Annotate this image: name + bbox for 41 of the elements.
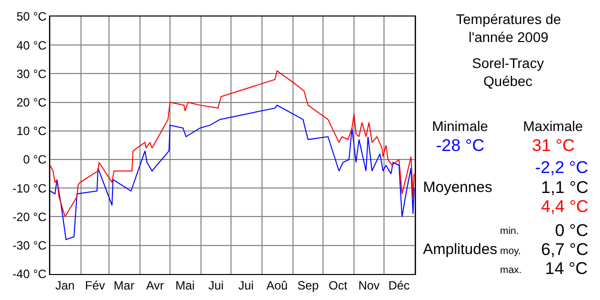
text: -28 °C [436, 136, 484, 155]
y-tick-label: 20 °C [16, 96, 47, 110]
x-tick-label: Mai [175, 278, 195, 292]
text: Moyennes [423, 179, 492, 196]
text: 14 °C [545, 259, 588, 278]
y-tick-label: -10 °C [12, 181, 47, 196]
text: 31 °C [532, 136, 575, 155]
text: 0 °C [555, 221, 588, 240]
y-tick-label: 10 °C [16, 124, 47, 138]
y-tick-label: -40 °C [12, 267, 47, 282]
text: Maximale [523, 118, 584, 134]
y-tick-label: -30 °C [12, 238, 47, 253]
text: -2,2 °C [535, 158, 588, 177]
x-tick-label: Fév [84, 278, 106, 292]
line-series [50, 104, 414, 240]
x-tick-label: Sep [297, 278, 319, 292]
line-series [50, 70, 414, 218]
x-tick-label: Mar [114, 278, 134, 292]
text: Températures de l'année 2009 [456, 11, 562, 46]
x-tick-label: Déc [388, 278, 410, 292]
y-tick-label: -20 °C [12, 210, 47, 224]
text: Amplitudes [423, 241, 498, 258]
text: max. [500, 265, 522, 276]
y-tick-label: 40 °C [16, 38, 47, 52]
x-tick-label: Oct [328, 278, 348, 292]
text: 1,1 °C [541, 178, 588, 197]
x-tick-label: Nov [358, 278, 380, 292]
x-tick-label: Jui [208, 278, 224, 292]
y-tick-label: 0 °C [23, 152, 47, 167]
text: Minimale [432, 118, 488, 134]
text: 4,4 °C [541, 197, 588, 216]
y-tick-label: 30 °C [16, 66, 47, 81]
y-tick-label: 50 °C [16, 10, 47, 24]
text: moy. [500, 246, 521, 257]
x-tick-label: Jan [55, 278, 75, 292]
x-tick-label: Jui [238, 278, 254, 292]
text: Sorel-Tracy Québec [472, 55, 544, 90]
x-tick-label: Aoû [266, 278, 288, 292]
text: 6,7 °C [541, 240, 588, 259]
x-tick-label: Avr [146, 278, 164, 292]
text: min. [500, 226, 519, 237]
